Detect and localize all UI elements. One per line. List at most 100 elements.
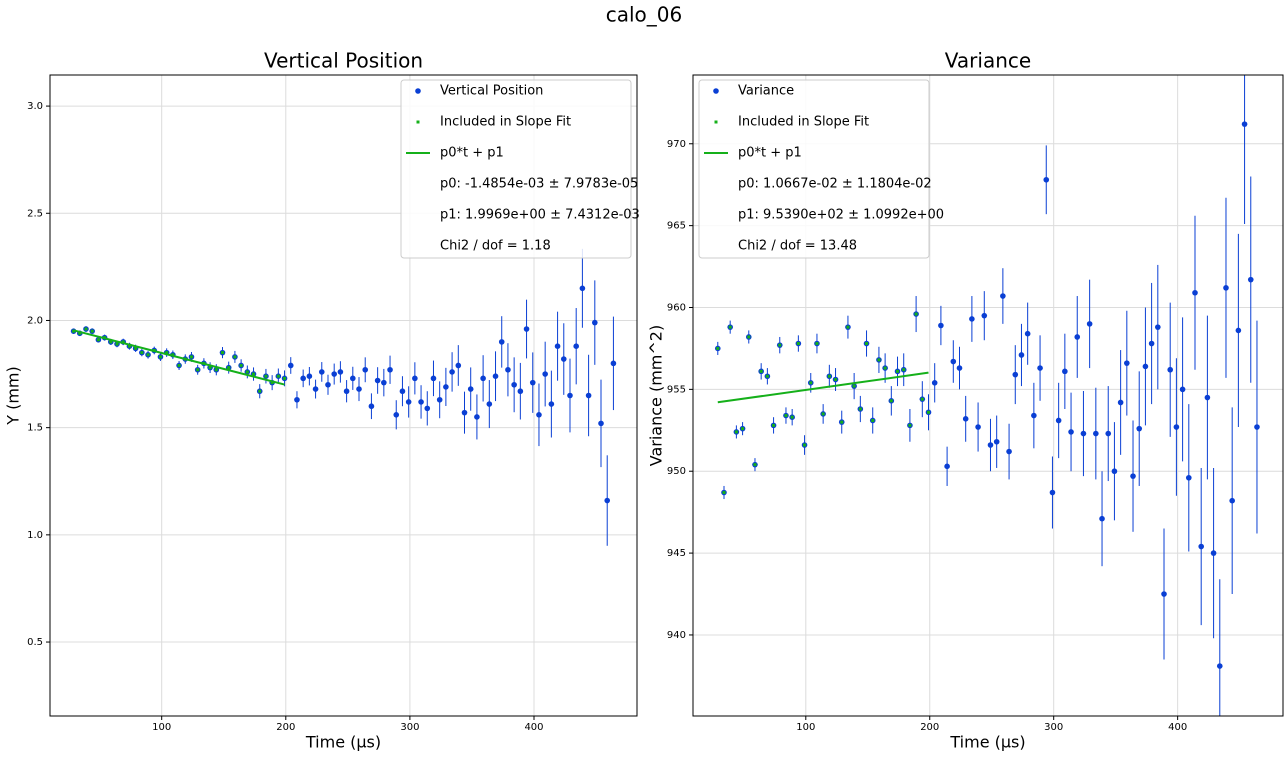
- fit-point: [883, 366, 887, 370]
- fit-point: [90, 329, 94, 333]
- x-tick-label: 300: [400, 722, 419, 733]
- data-point: [1142, 363, 1149, 370]
- data-point: [542, 371, 548, 377]
- marks: [70, 248, 617, 546]
- y-tick-label: 1.0: [27, 530, 43, 541]
- legend-label: Variance: [738, 84, 794, 99]
- data-point: [287, 362, 294, 369]
- fit-point: [252, 372, 256, 376]
- legend: Variance Included in Slope Fit p0*t + p1 p0…: [698, 79, 944, 259]
- data-point: [1000, 293, 1006, 299]
- data-point: [368, 403, 375, 410]
- fit-point: [927, 410, 931, 414]
- y-tick-label: 3.0: [27, 101, 43, 112]
- data-point: [318, 369, 325, 375]
- fit-point: [920, 397, 924, 401]
- data-point: [931, 380, 938, 386]
- legend-note: p1: 9.5390e+02 ± 1.0992e+00: [738, 208, 944, 223]
- data-point: [598, 420, 604, 427]
- legend-marker: [713, 88, 719, 94]
- data-point: [956, 365, 963, 371]
- fit-point: [852, 384, 856, 388]
- data-point: [461, 409, 468, 416]
- fit-point: [784, 414, 788, 418]
- fit-point: [109, 340, 113, 344]
- fit-point: [846, 325, 850, 329]
- fit-point: [270, 381, 274, 385]
- y-axis-label: Y (mm): [4, 366, 23, 426]
- data-point: [592, 319, 598, 326]
- data-point: [1049, 489, 1056, 496]
- data-point: [430, 375, 437, 382]
- data-point: [1037, 365, 1043, 371]
- data-point: [492, 373, 499, 380]
- data-point: [938, 322, 944, 329]
- data-point: [1167, 366, 1174, 373]
- legend-marker: [415, 88, 421, 94]
- data-point: [1093, 430, 1099, 437]
- data-point: [1012, 371, 1019, 378]
- data-point: [1173, 424, 1180, 430]
- fit-point: [889, 399, 893, 403]
- data-point: [1247, 276, 1254, 283]
- data-point: [1179, 386, 1186, 393]
- data-point: [387, 366, 393, 373]
- fit-point: [815, 342, 819, 346]
- data-point: [523, 326, 530, 332]
- data-point: [486, 401, 493, 407]
- fit-point: [171, 353, 175, 357]
- data-point: [505, 366, 511, 373]
- y-tick-label: 945: [667, 548, 686, 559]
- legend-marker: [714, 120, 718, 124]
- fit-point: [146, 353, 150, 357]
- data-point: [1210, 550, 1217, 556]
- fit-point: [165, 351, 169, 355]
- data-point: [579, 285, 586, 292]
- fit-point: [276, 374, 280, 378]
- data-point: [1216, 663, 1223, 669]
- data-point: [1031, 412, 1037, 419]
- fit-point: [877, 358, 881, 362]
- data-point: [1235, 327, 1242, 334]
- fit-point: [716, 346, 720, 350]
- data-point: [1068, 429, 1074, 435]
- y-tick-label: 940: [667, 630, 686, 641]
- y-axis-label: Variance (mm^2): [647, 325, 666, 466]
- legend-note: p0: 1.0667e-02 ± 1.1804e-02: [738, 177, 932, 192]
- legend: Vertical Position Included in Slope Fit p0…: [400, 79, 640, 259]
- fit-point: [140, 351, 144, 355]
- fit-point: [227, 366, 231, 370]
- fit-point: [221, 351, 225, 355]
- x-tick-label: 100: [152, 722, 171, 733]
- data-point: [1099, 515, 1105, 522]
- marks: [714, 75, 1260, 716]
- data-point: [436, 396, 443, 403]
- fit-point: [78, 331, 82, 335]
- legend-note: p0: -1.4854e-03 ± 7.9783e-05: [440, 177, 638, 192]
- data-point: [511, 381, 517, 388]
- fit-point: [734, 430, 738, 434]
- data-point: [560, 356, 567, 362]
- fit-point: [778, 343, 782, 347]
- legend-box: [400, 79, 632, 259]
- data-point: [374, 377, 381, 384]
- data-point: [312, 386, 319, 392]
- fit-point: [821, 412, 825, 416]
- axes: 100 200 300 400 0.5 1.0 1.5 2.0 2.5 3.0 Vertical P…: [4, 49, 640, 752]
- data-point: [610, 360, 617, 367]
- fit-point: [803, 443, 807, 447]
- fit-point: [741, 427, 745, 431]
- data-point: [1223, 285, 1229, 291]
- data-point: [585, 392, 592, 399]
- fit-point: [796, 342, 800, 346]
- y-tick-label: 1.5: [27, 423, 43, 434]
- x-tick-label: 200: [276, 722, 295, 733]
- fit-point: [790, 415, 794, 419]
- fit-point: [809, 381, 813, 385]
- fit-point: [759, 369, 763, 373]
- x-axis-label: Time (µs): [949, 733, 1025, 752]
- data-point: [1080, 430, 1087, 437]
- data-point: [962, 416, 969, 422]
- fit-point: [865, 342, 869, 346]
